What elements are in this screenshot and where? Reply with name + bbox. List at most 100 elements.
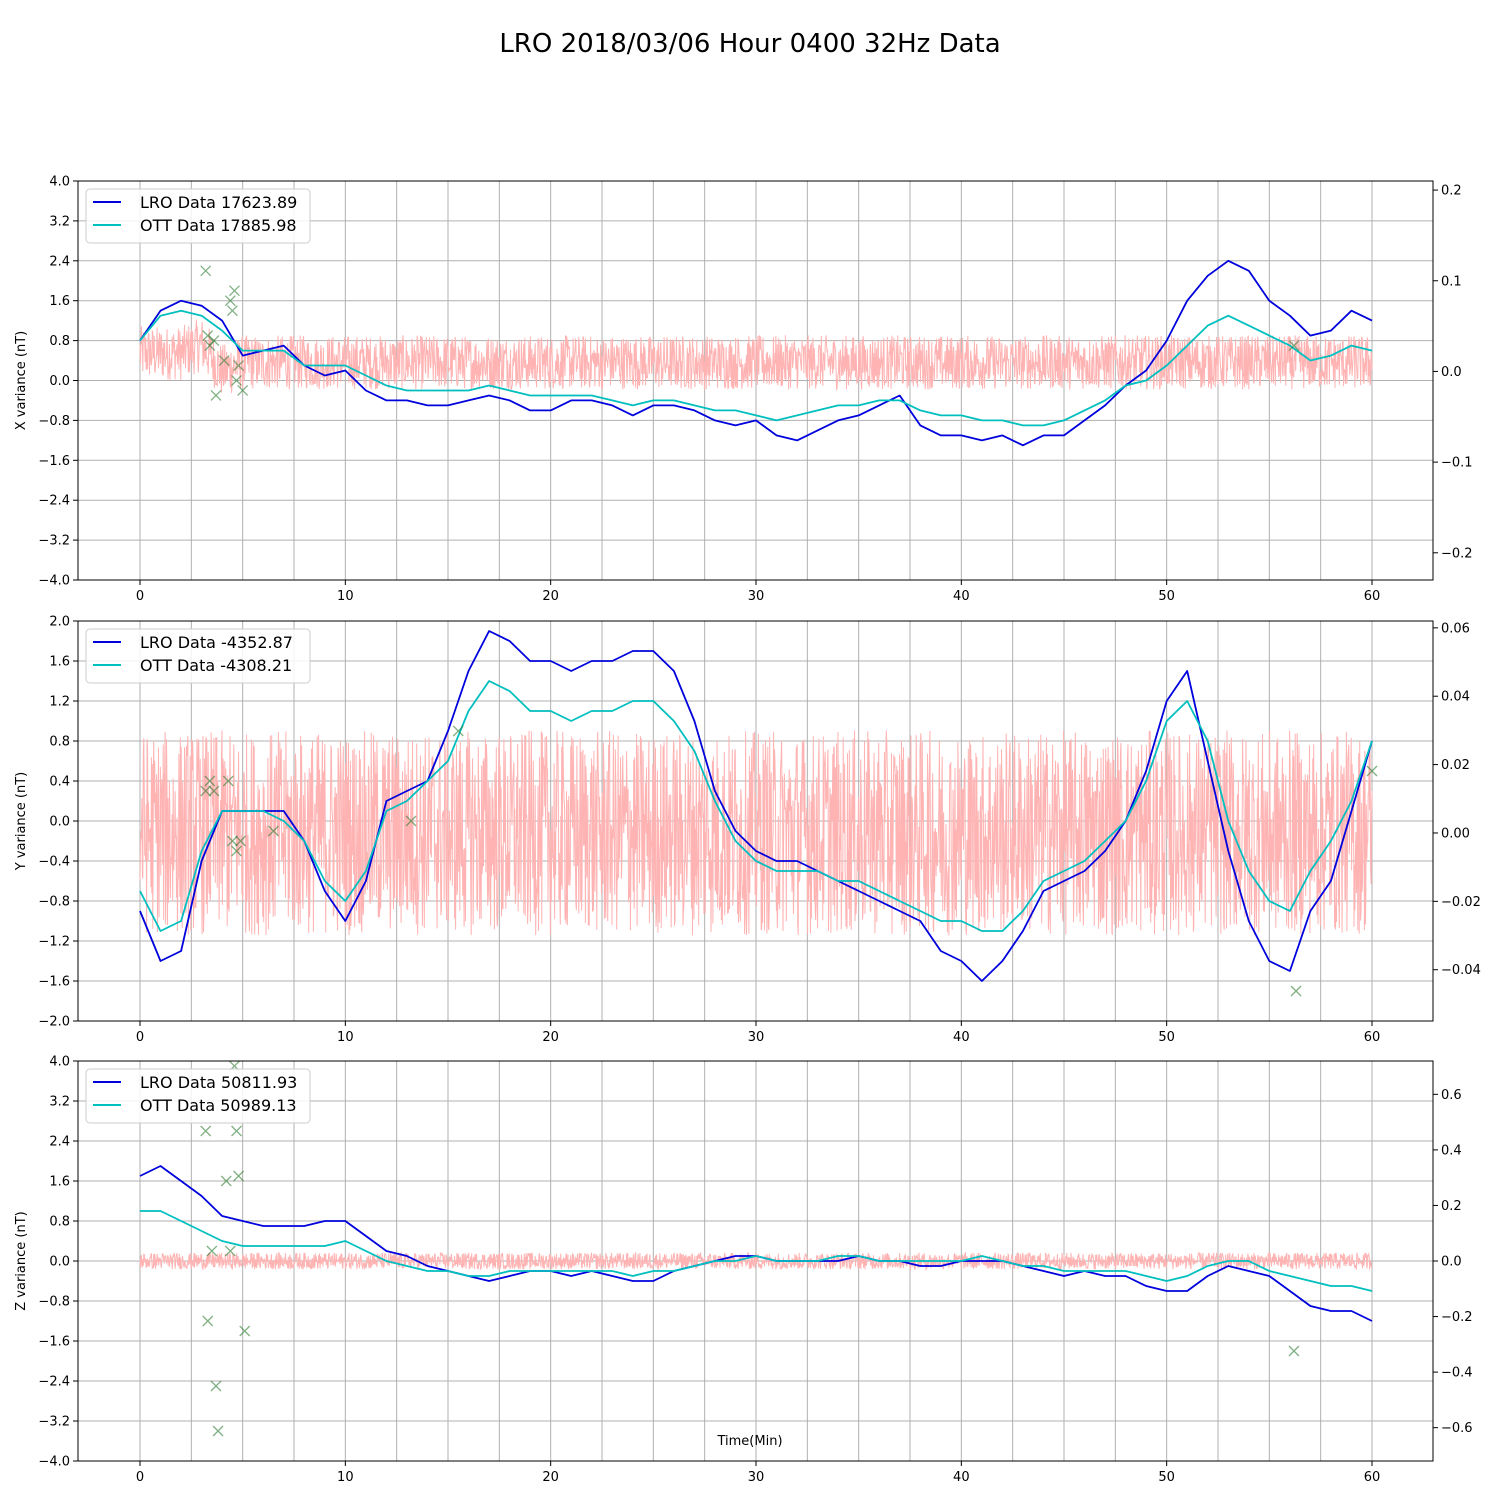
ott-line-z — [140, 1210, 1373, 1292]
legend-box — [85, 628, 311, 684]
y-tick-label: 1.6 — [49, 1175, 70, 1190]
y-tick-label: 0.4 — [49, 775, 70, 790]
y-tick-label: 0.8 — [49, 735, 70, 750]
y-axis-title: Y variance (nT) — [14, 772, 29, 872]
lro-line-y — [139, 630, 1373, 982]
marker-stroke — [237, 385, 249, 396]
marker-stroke — [226, 835, 238, 847]
y-tick-label: 1.6 — [49, 655, 70, 670]
y-tick-label: 0.8 — [49, 334, 70, 349]
panel-x: 0 10 20 30 40 50 60 4.0 3.2 2.4 1.6 0.8 0.0 −0.8 −1.6 −… — [14, 175, 1473, 605]
y-tick-label: −1.6 — [38, 975, 70, 990]
spike-marker — [228, 285, 240, 297]
y-tick-label: −1.6 — [38, 454, 70, 469]
marker-stroke — [204, 775, 216, 787]
y-tick-label: −1.2 — [38, 935, 70, 950]
x-tick-label: 40 — [953, 589, 970, 604]
marker-stroke — [233, 360, 245, 371]
marker-stroke — [1290, 985, 1302, 997]
y2-tick-label: −0.02 — [1441, 895, 1481, 910]
y-tick-label: 4.0 — [49, 175, 70, 190]
legend: LRO Data 50811.93 OTT Data 50989.13 — [85, 1068, 311, 1124]
panel-z: 0 10 20 30 40 50 60 4.0 3.2 2.4 1.6 0.8 0.0 −0.8 −1.6 −… — [14, 1055, 1473, 1486]
y2-tick-label: 0.4 — [1441, 1143, 1462, 1158]
x-tick-label: 50 — [1158, 589, 1175, 604]
legend-box — [85, 1068, 311, 1124]
x-axis-title: Time(Min) — [716, 1434, 782, 1449]
spike-marker — [233, 360, 245, 371]
y-tick-label: −2.4 — [38, 494, 70, 509]
marker-stroke — [1366, 765, 1378, 777]
spike-marker — [208, 785, 220, 797]
y-tick-label: 2.4 — [49, 254, 70, 269]
marker-stroke — [1288, 1345, 1300, 1357]
marker-stroke — [208, 335, 220, 347]
y-tick-label: 2.4 — [49, 1135, 70, 1150]
spike-marker — [226, 305, 238, 317]
x-tick-label: 10 — [337, 589, 354, 604]
x-tick-label: 30 — [748, 1030, 765, 1045]
spike-marker — [1290, 985, 1302, 997]
y-tick-label: −0.4 — [38, 855, 70, 870]
y2-tick-label: 0.06 — [1441, 621, 1470, 636]
y-tick-label: 0.0 — [49, 815, 70, 830]
marker-stroke — [202, 1315, 214, 1327]
y2-tick-label: 0.0 — [1441, 365, 1462, 380]
marker-stroke — [231, 1125, 242, 1137]
marker-stroke — [1288, 340, 1300, 352]
y-tick-label: −3.2 — [38, 534, 70, 549]
y2-tick-label: −0.2 — [1441, 1310, 1473, 1325]
spike-marker — [208, 335, 220, 347]
marker-stroke — [222, 775, 234, 787]
spike-marker — [268, 825, 279, 837]
spike-marker — [200, 265, 212, 277]
spike-marker — [206, 1245, 218, 1257]
x-tick-label: 50 — [1158, 1470, 1175, 1485]
legend-label: OTT Data -4308.21 — [140, 656, 292, 675]
x-tick-label: 0 — [136, 589, 144, 604]
marker-stroke — [235, 835, 247, 847]
y-tick-label: −0.8 — [38, 895, 70, 910]
marker-stroke — [210, 390, 222, 401]
legend-label: LRO Data -4352.87 — [140, 633, 293, 652]
y-tick-label: −2.0 — [38, 1015, 70, 1030]
marker-stroke — [224, 1245, 236, 1257]
y2-tick-label: 0.1 — [1441, 274, 1462, 289]
marker-stroke — [206, 1245, 218, 1257]
y-tick-label: −0.8 — [38, 1295, 70, 1310]
y-tick-label: −0.8 — [38, 414, 70, 429]
x-tick-label: 10 — [337, 1470, 354, 1485]
x-tick-label: 40 — [953, 1470, 970, 1485]
marker-stroke — [212, 1425, 224, 1437]
y2-tick-label: 0.02 — [1441, 758, 1470, 773]
marker-stroke — [200, 265, 212, 277]
spike-marker — [239, 1325, 251, 1337]
marker-stroke — [208, 785, 220, 797]
legend-label: LRO Data 17623.89 — [140, 193, 297, 212]
legend-label: LRO Data 50811.93 — [140, 1073, 297, 1092]
marker-stroke — [226, 305, 238, 317]
marker-stroke — [268, 825, 279, 837]
spike-marker — [231, 1125, 242, 1137]
panel-y: 0 10 20 30 40 50 60 2.0 1.6 1.2 0.8 0.4 0.0 −0.4 −0.8 −… — [14, 615, 1481, 1046]
plot-area — [139, 1061, 1373, 1437]
y2-tick-label: −0.1 — [1441, 456, 1473, 471]
spike-marker — [202, 1315, 214, 1327]
spike-marker — [231, 375, 242, 386]
marker-stroke — [405, 815, 417, 827]
x-tick-label: 20 — [542, 1030, 559, 1045]
spike-marker — [452, 725, 464, 737]
y-axis-title: Z variance (nT) — [14, 1211, 29, 1310]
spike-marker — [200, 1125, 212, 1137]
spike-marker — [1366, 765, 1378, 777]
ott-line-y — [139, 680, 1373, 932]
y2-tick-label: 0.0 — [1441, 1255, 1462, 1270]
marker-stroke — [210, 1380, 222, 1392]
x-tick-label: 20 — [542, 589, 559, 604]
marker-stroke — [202, 330, 214, 342]
spike-marker — [222, 775, 234, 787]
lro-line-x — [139, 259, 1373, 447]
figure-title: LRO 2018/03/06 Hour 0400 32Hz Data — [499, 29, 1000, 59]
spike-marker — [224, 1245, 236, 1257]
y-axis-title: X variance (nT) — [14, 331, 29, 430]
